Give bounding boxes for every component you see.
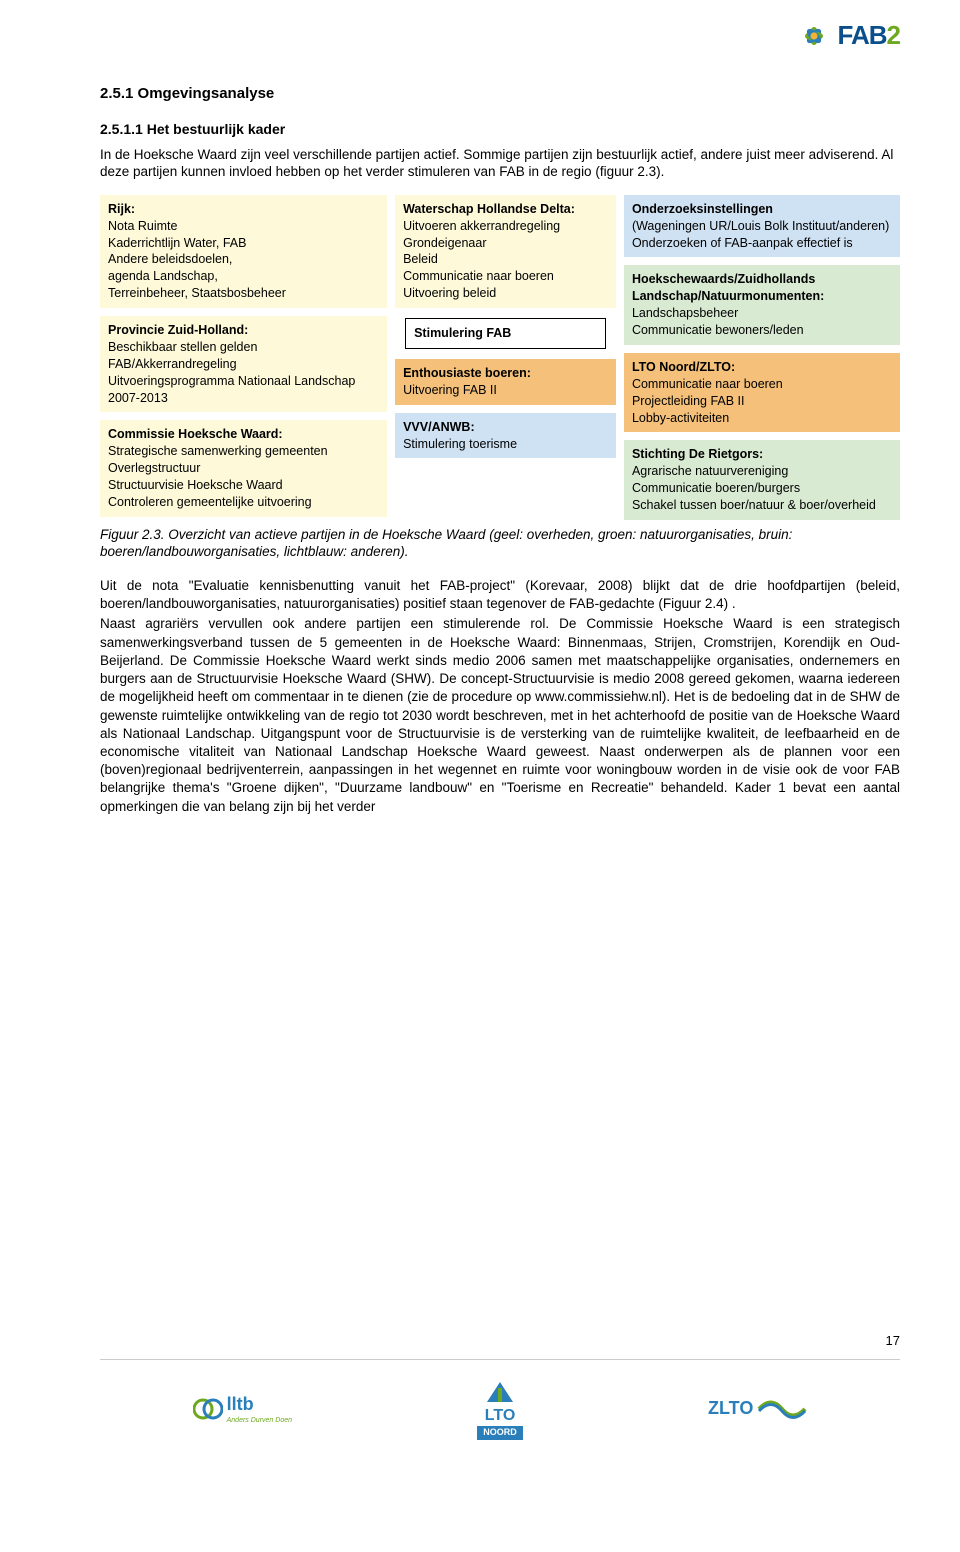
heading-2-5-1-1: 2.5.1.1 Het bestuurlijk kader <box>100 120 900 138</box>
figure-caption: Figuur 2.3. Overzicht van actieve partij… <box>100 526 900 561</box>
diagram-box: VVV/ANWB:Stimulering toerisme <box>395 413 616 459</box>
lltb-logo: lltb Anders Durven Doen <box>193 1393 292 1425</box>
diagram-box: Provincie Zuid-Holland:Beschikbaar stell… <box>100 316 387 412</box>
diagram-box: Commissie Hoeksche Waard:Strategische sa… <box>100 420 387 516</box>
header-logo: FAB2 <box>796 18 900 54</box>
intro-paragraph: In de Hoeksche Waard zijn veel verschill… <box>100 146 900 181</box>
diagram-box: Rijk:Nota RuimteKaderrichtlijn Water, FA… <box>100 195 387 308</box>
diagram-box: Enthousiaste boeren:Uitvoering FAB II <box>395 359 616 405</box>
diagram-box: Stichting De Rietgors:Agrarische natuurv… <box>624 440 900 520</box>
lto-logo: LTO NOORD <box>477 1378 523 1440</box>
body-paragraph-2: Naast agrariërs vervullen ook andere par… <box>100 615 900 815</box>
page-number: 17 <box>886 1333 900 1350</box>
diagram-box: Hoekschewaards/Zuidhollands Landschap/Na… <box>624 265 900 345</box>
zlto-logo: ZLTO <box>708 1397 807 1420</box>
logo-text: FAB2 <box>838 19 900 53</box>
footer-logos: lltb Anders Durven Doen LTO NOORD ZLTO <box>100 1378 900 1440</box>
body-paragraph-1: Uit de nota "Evaluatie kennisbenutting v… <box>100 577 900 613</box>
parties-diagram: Rijk:Nota RuimteKaderrichtlijn Water, FA… <box>100 195 900 520</box>
diagram-box: Onderzoeksinstellingen(Wageningen UR/Lou… <box>624 195 900 258</box>
logo-star-icon <box>796 18 832 54</box>
diagram-box: Waterschap Hollandse Delta:Uitvoeren akk… <box>395 195 616 308</box>
footer-divider <box>100 1359 900 1360</box>
diagram-box: LTO Noord/ZLTO:Communicatie naar boerenP… <box>624 353 900 433</box>
heading-2-5-1: 2.5.1 Omgevingsanalyse <box>100 84 900 104</box>
diagram-box: Stimulering FAB <box>405 318 606 349</box>
